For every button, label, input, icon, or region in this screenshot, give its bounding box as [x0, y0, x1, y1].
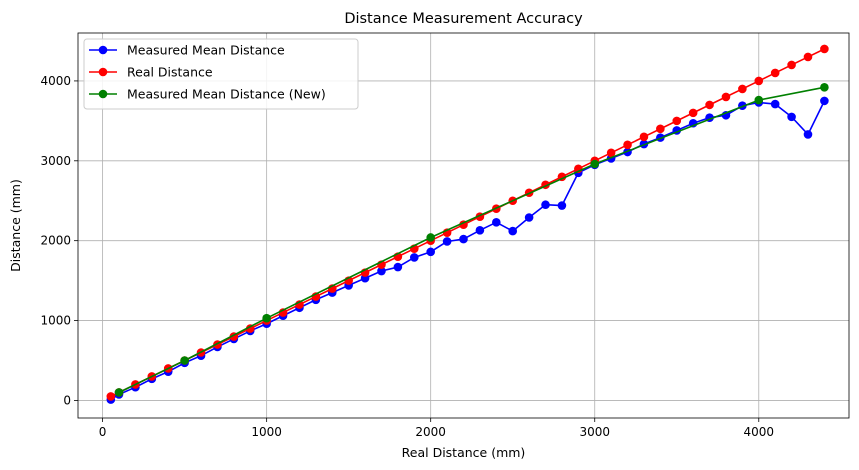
data-point [721, 92, 731, 102]
legend-label: Real Distance [127, 65, 213, 80]
data-point [787, 60, 796, 70]
series-layer [106, 44, 829, 404]
data-point [114, 388, 124, 397]
data-point [672, 116, 682, 126]
x-tick-label: 4000 [744, 425, 775, 439]
y-tick-label: 3000 [40, 154, 71, 168]
x-tick-label: 2000 [415, 425, 446, 439]
data-point [606, 148, 616, 158]
data-point [656, 124, 665, 134]
y-axis-label: Distance (mm) [8, 179, 23, 272]
data-point [492, 218, 501, 227]
grid [78, 33, 849, 418]
data-point [262, 313, 271, 323]
legend: Measured Mean Distance Real Distance Measu… [83, 38, 359, 110]
ticks: 0 1000 2000 3000 4000 0 1000 2000 3000 4000 [40, 74, 774, 439]
data-point [106, 392, 116, 401]
x-axis-label: Real Distance (mm) [402, 445, 526, 460]
x-tick-label: 0 [99, 425, 107, 439]
data-point [770, 99, 780, 109]
data-point [820, 44, 829, 54]
data-point [705, 100, 714, 110]
y-tick-label: 0 [63, 393, 71, 407]
data-point [393, 262, 403, 272]
y-tick-label: 4000 [40, 74, 71, 88]
data-point [623, 140, 632, 150]
data-point [803, 130, 813, 139]
legend-box [83, 38, 359, 110]
data-point [820, 83, 829, 92]
data-point [541, 200, 550, 210]
data-point [442, 237, 452, 246]
data-point [377, 266, 386, 276]
data-point [639, 132, 649, 142]
data-point [754, 76, 764, 86]
data-point [426, 247, 435, 257]
plot-frame [77, 32, 850, 419]
legend-label: Measured Mean Distance [127, 43, 285, 58]
data-point [738, 84, 747, 94]
legend-marker [98, 67, 108, 77]
data-point [803, 52, 813, 62]
chart-title: Distance Measurement Accuracy [344, 11, 583, 27]
x-tick-label: 3000 [579, 425, 610, 439]
y-tick-label: 2000 [40, 234, 71, 248]
data-point [459, 234, 468, 244]
y-tick-label: 1000 [40, 314, 71, 328]
data-point [426, 233, 435, 242]
data-point [688, 108, 698, 118]
data-point [590, 159, 600, 169]
data-point [508, 226, 518, 236]
data-point [409, 253, 419, 262]
series-2 [114, 83, 829, 397]
data-point [475, 225, 485, 235]
data-point [820, 96, 829, 106]
legend-marker [98, 45, 108, 55]
data-point [557, 201, 567, 210]
data-point [524, 213, 534, 222]
data-point [180, 356, 189, 365]
legend-entry: Measured Mean Distance [89, 43, 285, 58]
legend-entry: Measured Mean Distance (New) [89, 87, 326, 102]
legend-entry: Real Distance [89, 65, 213, 80]
data-point [770, 68, 780, 78]
legend-marker [98, 89, 108, 99]
legend-label: Measured Mean Distance (New) [127, 87, 326, 102]
data-point [754, 95, 764, 105]
data-point [787, 112, 796, 122]
x-tick-label: 1000 [251, 425, 282, 439]
